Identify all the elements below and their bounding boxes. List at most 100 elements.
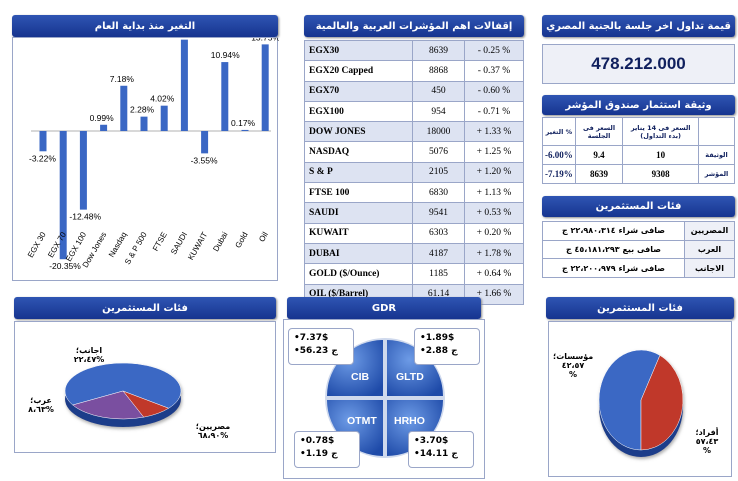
pie-nationality-svg xyxy=(64,362,182,427)
turnover-value: 478.212.000 xyxy=(542,44,735,84)
category-tick-label: Oil xyxy=(257,230,270,243)
bar-value-label: -3.55% xyxy=(191,155,218,165)
index-row: GOLD ($/Ounce) 1185 + 0.64 % xyxy=(304,263,524,285)
pie-nationality-title-text: فئات المستثمرين xyxy=(102,302,188,314)
gdr-label-cib: CIB xyxy=(351,371,370,383)
fund-doc-label: الوثيقة xyxy=(698,145,735,165)
gdr-callout-gltd: •1.89$ •2.88 ج xyxy=(414,328,480,365)
fund-col-change: التغير % xyxy=(542,117,576,146)
category-tick-label: SAUDI xyxy=(169,231,189,257)
bar-value-label: 4.02% xyxy=(150,94,175,104)
gdr-quadrant-gltd xyxy=(387,340,443,396)
net-egyptians-text: صافى شراء ٢٢،٩٨٠،٣١٤ ج xyxy=(542,221,685,241)
fund-index-jan: 9308 xyxy=(622,164,699,184)
pie-type-title: فئات المستثمرين xyxy=(546,297,734,319)
gdr-panel: CIB GLTD OTMT HRHO •7.37$ •56.23 ج •1.89… xyxy=(283,319,485,479)
bar-egx-70 xyxy=(59,131,67,260)
index-change: + 1.33 % xyxy=(464,121,524,143)
index-change: + 0.53 % xyxy=(464,202,524,224)
gdr-cib-egp: •56.23 ج xyxy=(294,346,338,356)
gdr-gltd-usd: •1.89$ xyxy=(420,333,455,343)
index-row: KUWAIT 6303 + 0.20 % xyxy=(304,222,524,244)
pie-egyptian-label: مصريين؛ ٦٨،٩٠% xyxy=(195,422,231,440)
index-value: 1185 xyxy=(412,263,465,285)
fund-header-row: التغير % السعر فى الجلسة السعر فى 14 ينا… xyxy=(542,117,735,146)
pie-nationality-slice-مصريين xyxy=(64,362,182,409)
category-tick-label: Gold xyxy=(233,231,249,250)
index-name: S & P xyxy=(304,161,413,184)
net-egyptians-category: المصريين xyxy=(684,221,735,241)
turnover-title-text: قيمة تداول اخر جلسة بالجنية المصري xyxy=(546,20,731,32)
gdr-hrho-usd: •3.70$ xyxy=(414,436,449,446)
bar-ftse xyxy=(160,105,168,131)
net-row-arabs: صافى بيع ٤٥،١٨١،٢٩٣ ج العرب xyxy=(542,239,735,260)
index-change: + 1.20 % xyxy=(464,161,524,184)
pie-individuals-label-top: أفراد؛ xyxy=(695,428,719,437)
gdr-gltd-egp: •2.88 ج xyxy=(420,346,458,356)
net-arabs-text: صافى بيع ٤٥،١٨١،٢٩٣ ج xyxy=(542,239,685,260)
bar-value-label: 7.18% xyxy=(110,74,135,84)
fund-index-session: 8639 xyxy=(574,164,624,184)
pie-type-slice-أفراد xyxy=(598,349,661,451)
bar-saudi xyxy=(180,39,188,131)
gdr-label-hrho: HRHO xyxy=(394,415,425,427)
fund-col-session: السعر فى الجلسة xyxy=(574,117,624,146)
pie-institutions-label-mid: ٤٢،٥٧ xyxy=(561,361,585,370)
index-row: EGX30 8639- 0.25 % xyxy=(304,39,524,62)
bar-chart-svg: -3.22%EGX 30-20.35%EGX 70-12.48%EGX 1000… xyxy=(26,38,279,271)
pie-foreign-label: اجانب؛ ٢٢،٤٧% xyxy=(73,346,105,364)
index-value: 6303 xyxy=(412,222,465,244)
index-value: 18000 xyxy=(412,121,465,143)
gdr-quadrant-hrho xyxy=(387,400,443,456)
net-row-foreigners: صافى شراء ٢٢،٢٠٠،٩٧٩ ج الاجانب xyxy=(542,258,735,279)
fund-index-change: -7.19% xyxy=(542,164,576,184)
indices-title: إقفالات اهم المؤشرات العربية والعالمية xyxy=(304,15,524,37)
gdr-cib-usd: •7.37$ xyxy=(294,333,329,343)
pie-arab-label: عرب؛ ٨،٦٣% xyxy=(28,396,54,414)
fund-doc-session: 9.4 xyxy=(574,145,624,165)
index-row: SAUDI 9541 + 0.53 % xyxy=(304,202,524,224)
category-tick-label: Nasdaq xyxy=(107,231,129,259)
gdr-circle-svg xyxy=(325,338,445,458)
index-change: + 1.25 % xyxy=(464,141,524,163)
net-arabs-category: العرب xyxy=(684,239,735,260)
fund-index-label: المؤشر xyxy=(698,164,735,184)
index-row: NASDAQ 5076 + 1.25 % xyxy=(304,141,524,163)
index-name: DOW JONES xyxy=(304,121,413,143)
gdr-quadrant-otmt xyxy=(327,400,383,456)
index-name: DUBAI xyxy=(304,242,413,265)
index-value: 954 xyxy=(412,100,465,123)
bar-oil xyxy=(261,44,269,131)
index-row: EGX20 Capped 8868- 0.37 % xyxy=(304,60,524,82)
net-foreigners-text: صافى شراء ٢٢،٢٠٠،٩٧٩ ج xyxy=(542,258,685,279)
bar-dow-jones xyxy=(100,124,108,131)
pie-type-title-text: فئات المستثمرين xyxy=(597,302,683,314)
pie-nationality-slice-اجانب xyxy=(72,390,145,420)
fund-table: التغير % السعر فى الجلسة السعر فى 14 ينا… xyxy=(542,117,735,184)
index-value: 4187 xyxy=(412,242,465,265)
index-name: EGX30 xyxy=(304,39,413,62)
gdr-title-text: GDR xyxy=(371,302,397,314)
index-row: DOW JONES 18000 + 1.33 % xyxy=(304,121,524,143)
index-name: KUWAIT xyxy=(304,222,413,244)
pie-type-panel: مؤسسات؛ ٤٢،٥٧ % أفراد؛ ٥٧،٤٣ % xyxy=(548,321,732,477)
investors-net-table: صافى شراء ٢٢،٩٨٠،٣١٤ ج المصريين صافى بيع… xyxy=(542,221,735,279)
index-value: 6830 xyxy=(412,182,465,204)
pie-individuals-label: أفراد؛ ٥٧،٤٣ % xyxy=(689,428,725,455)
fund-doc-jan: 10 xyxy=(622,145,699,165)
bar-egx-100 xyxy=(79,131,87,210)
gdr-title: GDR xyxy=(287,297,481,319)
index-name: GOLD ($/Ounce) xyxy=(304,263,413,285)
indices-table: EGX30 8639- 0.25 % EGX20 Capped 8868- 0.37 … xyxy=(304,39,524,305)
index-row: EGX100 954- 0.71 % xyxy=(304,100,524,123)
bar-value-label: -20.35% xyxy=(49,261,81,271)
bar-egx-30 xyxy=(39,131,47,152)
pie-type-slice-مؤسسات xyxy=(640,354,684,451)
gdr-otmt-usd: •0.78$ xyxy=(300,436,335,446)
pie-type-svg xyxy=(598,349,684,457)
bar-value-label: 13.75% xyxy=(251,38,279,42)
index-value: 8639 xyxy=(412,39,465,62)
index-change: - 0.60 % xyxy=(464,80,524,102)
pie-nationality-title: فئات المستثمرين xyxy=(14,297,276,319)
category-tick-label: KUWAIT xyxy=(186,230,209,261)
